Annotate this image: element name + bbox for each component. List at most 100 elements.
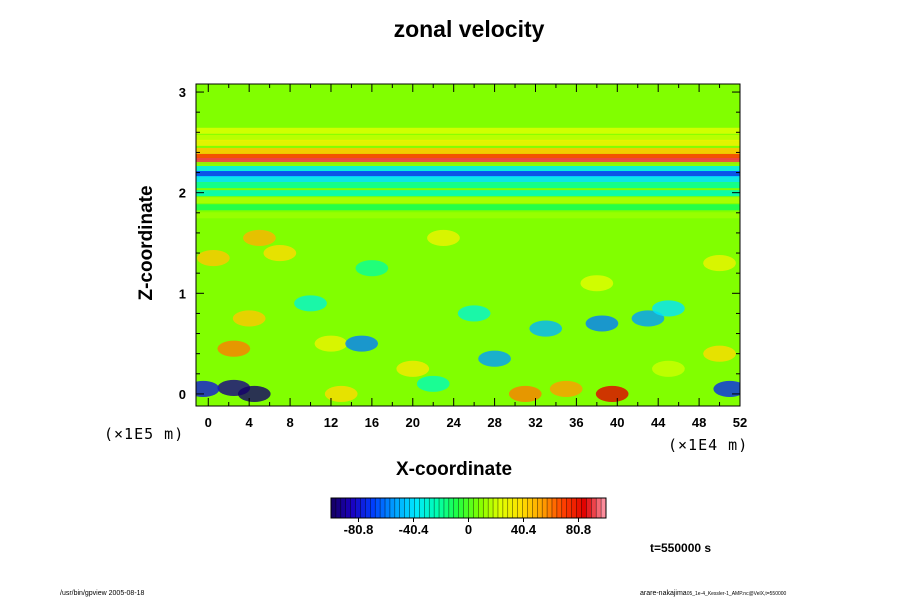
colorbar-cell <box>365 498 371 518</box>
heatmap-anomaly <box>237 385 271 402</box>
colorbar-cell <box>488 498 494 518</box>
colorbar-cell <box>566 498 572 518</box>
colorbar-tick-label: 80.8 <box>566 522 591 537</box>
colorbar-cell <box>355 498 361 518</box>
heatmap-anomaly <box>197 250 230 267</box>
colorbar-cell <box>571 498 577 518</box>
heatmap-band <box>196 134 740 141</box>
x-tick-label: 0 <box>205 415 212 430</box>
colorbar-cell <box>389 498 396 518</box>
colorbar-cell <box>394 498 401 518</box>
heatmap-anomaly <box>294 295 327 312</box>
x-tick-label: 8 <box>286 415 293 430</box>
colorbar-cell <box>556 498 563 518</box>
colorbar-cell <box>527 498 533 518</box>
file-info: arare-nakajima05_1e-4_Kessler-1_AMP.nc@V… <box>640 590 786 597</box>
colorbar-tick-label: 40.4 <box>511 522 537 537</box>
heatmap-band <box>196 176 740 183</box>
heatmap-anomaly <box>478 350 511 367</box>
chart-title: zonal velocity <box>393 16 545 42</box>
x-tick-label: 4 <box>246 415 254 430</box>
heatmap-anomaly <box>457 305 491 322</box>
x-tick-label: 16 <box>365 415 379 430</box>
axis-ticks <box>196 84 741 406</box>
x-tick-label: 36 <box>569 415 583 430</box>
colorbar-cell <box>380 498 386 518</box>
colorbar-tick-label: -80.8 <box>344 522 374 537</box>
colorbar-cell <box>453 498 459 518</box>
heatmap-anomaly <box>355 260 389 277</box>
heatmap-anomaly <box>631 310 665 327</box>
colorbar-cell <box>561 498 568 518</box>
y-tick-label: 3 <box>179 85 186 100</box>
x-tick-label: 24 <box>446 415 461 430</box>
heatmap-band <box>196 166 740 173</box>
colorbar-cell <box>409 498 415 518</box>
heatmap-anomaly <box>396 360 430 377</box>
heatmap-anomaly <box>263 245 297 262</box>
x-axis-label: X-coordinate <box>396 459 513 480</box>
x-tick-label: 28 <box>487 415 501 430</box>
colorbar-cell <box>581 498 587 518</box>
colorbar-cell <box>596 498 602 518</box>
colorbar-cell <box>551 498 558 518</box>
y-tick-label: 1 <box>179 286 186 301</box>
colorbar-tick-labels: -80.8 -40.4 0 40.4 80.8 <box>344 522 591 537</box>
heatmap-anomaly <box>585 315 619 332</box>
x-tick-label: 44 <box>651 415 666 430</box>
heatmap-anomaly <box>595 385 629 402</box>
colorbar-cell <box>414 498 420 518</box>
heatmap-band <box>196 147 740 154</box>
heatmap-anomaly <box>549 380 583 397</box>
heatmap-anomaly <box>652 360 685 377</box>
program-info: /usr/bin/gpview 2005-08-18 <box>60 590 145 597</box>
colorbar-cell <box>404 498 410 518</box>
colorbar-cell <box>537 498 543 518</box>
y-tick-label: 2 <box>179 186 186 201</box>
x-scale-note: (×1E4 m) <box>668 436 749 454</box>
colorbar-cell <box>340 498 347 518</box>
heatmap-band <box>196 127 740 134</box>
colorbar-cell <box>502 498 509 518</box>
colorbar-cell <box>522 498 528 518</box>
colorbar-cell <box>591 498 597 518</box>
plot-frame <box>195 83 741 407</box>
colorbar-cell <box>375 498 381 518</box>
colorbar <box>330 497 607 522</box>
heatmap-band <box>196 139 740 146</box>
heatmap-band <box>196 182 740 189</box>
colorbar-cell <box>434 498 440 518</box>
colorbar-cell <box>478 498 484 518</box>
heatmap-anomaly <box>314 335 348 352</box>
y-axis-label: Z-coordinate <box>136 185 157 301</box>
heatmap-anomaly <box>324 385 358 402</box>
heatmap-band <box>196 153 740 160</box>
colorbar-cell <box>507 498 513 518</box>
colorbar-cell <box>448 498 455 518</box>
colorbar-cell <box>370 498 376 518</box>
heatmap-anomaly <box>416 375 450 392</box>
heatmap-anomaly <box>580 275 614 292</box>
time-label: t=550000 s <box>650 541 712 555</box>
y-tick-labels: 0 1 2 3 <box>179 85 186 402</box>
heatmap-anomaly <box>508 385 542 402</box>
colorbar-cell <box>468 498 474 518</box>
colorbar-cell <box>547 498 553 518</box>
colorbar-cell <box>586 498 592 518</box>
heatmap-band <box>196 190 740 197</box>
heatmap-band <box>196 157 740 164</box>
colorbar-cell <box>399 498 405 518</box>
author-name: arare-nakajima <box>640 590 687 597</box>
colorbar-cell <box>443 498 450 518</box>
heatmap-band <box>196 171 740 178</box>
colorbar-cell <box>345 498 351 518</box>
heatmap-anomaly <box>217 340 251 357</box>
heatmap-anomaly <box>243 229 276 247</box>
colorbar-cell <box>517 498 523 518</box>
colorbar-cell <box>458 498 464 518</box>
colorbar-cell <box>439 498 445 518</box>
colorbar-cell <box>601 498 607 518</box>
colorbar-cell <box>463 498 469 518</box>
